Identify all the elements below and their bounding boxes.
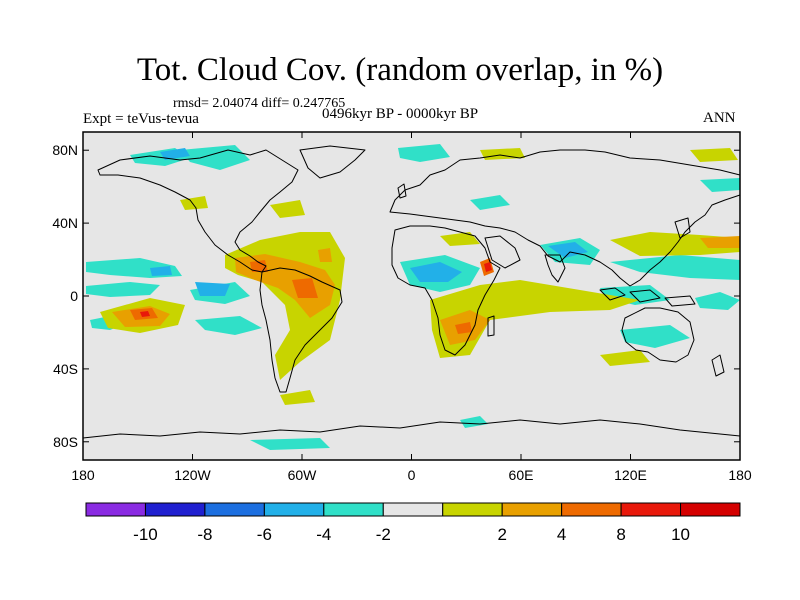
uk-coast bbox=[397, 183, 407, 199]
colorbar-swatch bbox=[382, 502, 444, 517]
colorbar-label: -2 bbox=[376, 525, 391, 544]
indonesia-coast bbox=[599, 287, 696, 307]
anomaly-negative bbox=[250, 438, 330, 450]
y-tick-label: 80N bbox=[52, 142, 78, 158]
anomaly-strong-negative bbox=[195, 282, 230, 296]
new-zealand-coast bbox=[711, 354, 725, 377]
anomaly-positive bbox=[270, 200, 305, 218]
colorbar-label: -8 bbox=[197, 525, 212, 544]
y-tick-label: 40N bbox=[52, 215, 78, 231]
anomaly-negative bbox=[700, 178, 740, 192]
anomaly-extreme-positive bbox=[484, 262, 492, 272]
anomaly-negative bbox=[610, 255, 740, 280]
colorbar-swatch bbox=[144, 502, 206, 517]
anomaly-positive bbox=[440, 232, 480, 246]
anomaly-positive bbox=[180, 196, 208, 210]
x-tick-label: 120W bbox=[174, 467, 211, 483]
x-tick-label: 60W bbox=[288, 467, 318, 483]
anomaly-negative bbox=[470, 195, 510, 210]
colorbar-label: 4 bbox=[557, 525, 566, 544]
y-tick-label: 0 bbox=[70, 288, 78, 304]
colorbar-label: -4 bbox=[316, 525, 331, 544]
madagascar-coast bbox=[487, 315, 495, 337]
x-tick-label: 60E bbox=[509, 467, 534, 483]
antarctica-coast bbox=[82, 419, 741, 439]
x-tick-label: 180 bbox=[728, 467, 752, 483]
anomaly-negative bbox=[195, 316, 262, 335]
colorbar-swatch bbox=[680, 502, 741, 517]
colorbar-swatch bbox=[442, 502, 503, 517]
anomaly-extreme-positive bbox=[140, 311, 150, 317]
australia-coast bbox=[621, 307, 695, 363]
time-period-label: 0496kyr BP - 0000kyr BP bbox=[322, 106, 479, 122]
colorbar-swatch bbox=[620, 502, 682, 517]
colorbar-swatch bbox=[561, 502, 622, 517]
india-coast bbox=[544, 254, 566, 283]
colorbar-label: -10 bbox=[133, 525, 158, 544]
colorbar-swatch bbox=[263, 502, 325, 517]
anomaly-positive bbox=[600, 350, 650, 366]
colorbar-swatch bbox=[323, 502, 384, 517]
colorbar-swatch bbox=[501, 502, 563, 517]
plot-title: Tot. Cloud Cov. (random overlap, in %) bbox=[136, 52, 664, 88]
anomaly-high-positive bbox=[455, 322, 472, 334]
colorbar-label: -6 bbox=[257, 525, 272, 544]
x-tick-label: 0 bbox=[408, 467, 416, 483]
anomaly-strong-negative bbox=[410, 262, 462, 282]
anomaly-negative bbox=[695, 292, 740, 310]
x-tick-label: 180 bbox=[71, 467, 95, 483]
axis-ticks: 180 120W 60W 0 60E 120E 180 80N 40N 0 40S 80S bbox=[52, 132, 752, 483]
y-tick-label: 80S bbox=[53, 434, 78, 450]
anomaly-moderate-positive bbox=[700, 236, 740, 248]
anomaly-strong-negative bbox=[150, 266, 172, 276]
anomaly-strong-negative bbox=[160, 148, 190, 160]
season-label: ANN bbox=[703, 110, 736, 126]
anomaly-high-positive bbox=[292, 278, 318, 298]
anomaly-positive bbox=[280, 390, 315, 405]
coastlines bbox=[82, 145, 741, 439]
map-panel: 180 120W 60W 0 60E 120E 180 80N 40N 0 40S 80S bbox=[52, 131, 752, 483]
x-tick-label: 120E bbox=[614, 467, 647, 483]
africa-coast bbox=[391, 225, 501, 356]
anomaly-negative bbox=[86, 282, 160, 297]
anomaly-negative bbox=[460, 416, 488, 428]
rmsd-diff-stats: rmsd= 2.04074 diff= 0.247765 bbox=[173, 96, 346, 111]
arabia-coast bbox=[484, 235, 521, 269]
anomaly-moderate-positive bbox=[318, 248, 332, 262]
japan-coast bbox=[674, 217, 691, 239]
anomaly-negative bbox=[620, 325, 690, 348]
colorbar: -10 -8 -6 -4 -2 2 4 8 10 bbox=[85, 502, 741, 544]
colorbar-swatch bbox=[204, 502, 265, 517]
anomaly-negative bbox=[398, 144, 450, 162]
colorbar-label: 8 bbox=[616, 525, 625, 544]
colorbar-label: 10 bbox=[671, 525, 690, 544]
greenland-coast bbox=[299, 145, 366, 179]
experiment-label: Expt = teVus-tevua bbox=[83, 111, 199, 127]
europe-asia-coast bbox=[389, 149, 741, 287]
anomaly-positive bbox=[690, 148, 738, 162]
south-america-coast bbox=[259, 267, 343, 393]
north-america-coast bbox=[97, 149, 299, 273]
y-tick-label: 40S bbox=[53, 361, 78, 377]
colorbar-label: 2 bbox=[497, 525, 506, 544]
colorbar-swatch bbox=[85, 502, 146, 517]
